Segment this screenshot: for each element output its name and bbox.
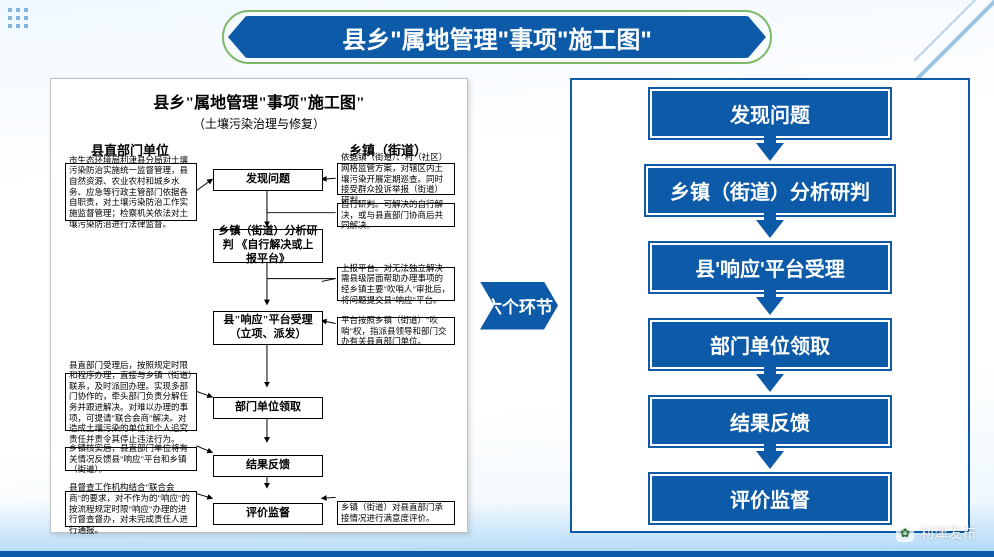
flow-node: 县直部门受理后，按照规定时限和程序办理，直接与乡镇（街道）联系，及时派回办理。实… [65, 373, 197, 431]
flow-node: 乡镇核实后，县直部门单位将有关情况反馈县"响应"平台和乡镇（街道）。 [65, 447, 197, 471]
flow-node: 乡镇（街道）对县直部门承接情况进行满意度评价。 [337, 501, 455, 525]
flow-step: 发现问题 [650, 89, 890, 138]
watermark-text: 利津发布 [920, 523, 976, 543]
watermark: ✿ 利津发布 [896, 523, 976, 543]
flow-step: 结果反馈 [650, 397, 890, 446]
wechat-icon: ✿ [896, 524, 914, 542]
detailed-flowchart-panel: 县乡"属地管理"事项"施工图" （土壤污染治理与修复） 县直部门单位 乡镇（街道… [50, 78, 468, 533]
left-title: 县乡"属地管理"事项"施工图" [61, 89, 457, 113]
flow-step: 部门单位领取 [650, 320, 890, 369]
flow-step: 评价监督 [650, 474, 890, 523]
flow-node: 县督查工作机构结合"联合会商"的要求，对不作为的"响应"的按流程规定时限"响应"… [65, 491, 197, 527]
six-steps-badge: 六个环节 [480, 282, 558, 330]
main-row: 县乡"属地管理"事项"施工图" （土壤污染治理与修复） 县直部门单位 乡镇（街道… [50, 78, 970, 533]
page-title: 县乡"属地管理"事项"施工图" [228, 16, 766, 58]
arrow-down-icon [756, 451, 784, 469]
arrow-down-icon [756, 220, 784, 238]
decorative-angles [884, 0, 994, 70]
bottom-bar [0, 551, 994, 557]
flow-node: 上报平台。对无法独立解决需县级层面帮助办理事项的经乡镇主要"吹哨人"审批后，将问… [337, 267, 455, 301]
middle-label-container: 六个环节 [480, 78, 558, 533]
flow-node: 平台按照乡镇（街道）"吹哨"权，指派县领导和部门交办有关县直部门单位。 [337, 317, 455, 345]
flow-node: 结果反馈 [213, 455, 323, 477]
flow-node: 自行研判。可解决的自行解决，或与县直部门协商后共同解决。 [337, 203, 455, 227]
flow-node: 评价监督 [213, 503, 323, 525]
arrow-down-icon [756, 297, 784, 315]
flowchart-body: 发现问题乡镇（街道）分析研判 《自行解决或上报平台》县"响应"平台受理 （立项、… [61, 163, 457, 526]
flow-node: 市生态环境局利津县分局对土壤污染防治实施统一监督管理，县自然资源、农业农村和城乡… [65, 163, 197, 221]
flow-node: 乡镇（街道）分析研判 《自行解决或上报平台》 [213, 229, 323, 263]
arrow-down-icon [756, 143, 784, 161]
decorative-dots [8, 8, 28, 28]
left-subtitle: （土壤污染治理与修复） [61, 115, 457, 132]
six-step-flow-panel: 发现问题乡镇（街道）分析研判县'响应'平台受理部门单位领取结果反馈评价监督 [570, 78, 970, 533]
flow-step: 乡镇（街道）分析研判 [646, 166, 894, 215]
flow-node: 发现问题 [213, 169, 323, 191]
page-header: 县乡"属地管理"事项"施工图" [222, 10, 772, 64]
flow-node: 县"响应"平台受理 （立项、派发） [213, 311, 323, 345]
flow-step: 县'响应'平台受理 [650, 243, 890, 292]
flow-node: 依据镇（街道）、村（社区）网格监管方案，对辖区内土壤污染开展定期巡查。同时接受群… [337, 163, 455, 195]
flow-node: 部门单位领取 [213, 397, 323, 419]
arrow-down-icon [756, 374, 784, 392]
